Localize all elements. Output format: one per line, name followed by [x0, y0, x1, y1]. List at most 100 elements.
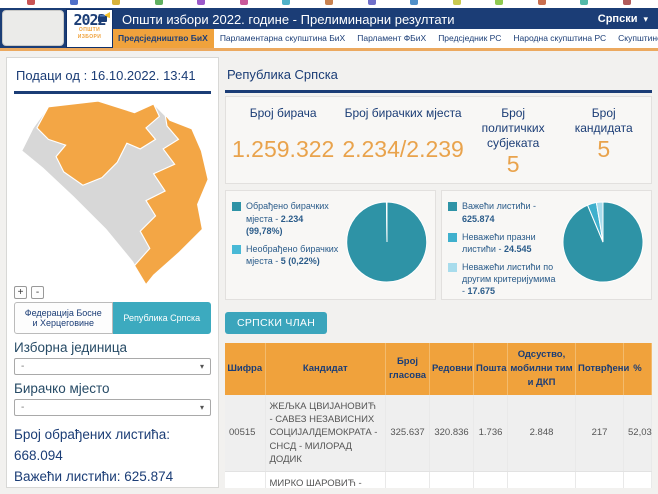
- column-header: Број гласова: [385, 343, 430, 395]
- pie-slice: [385, 201, 388, 243]
- stat-label: Број бирачких мјеста: [344, 106, 462, 120]
- valid-ballots-count: Важећи листићи: 625.874: [14, 468, 174, 484]
- entity-toggle: Федерација Босне и Херцеговине Република…: [14, 302, 211, 334]
- value-cell: 320.836: [429, 394, 474, 473]
- nav-tab[interactable]: Парламент ФБиХ: [357, 33, 427, 43]
- stat-block: Број бирача 1.259.322: [228, 106, 338, 177]
- pie-slice: [595, 201, 604, 243]
- map-region-rs-north[interactable]: [36, 100, 161, 186]
- value-cell: 1.665: [507, 471, 576, 488]
- legend-value: 625.874: [462, 213, 495, 224]
- polling-places-pie-chart: [346, 201, 428, 283]
- favicon-icon[interactable]: [69, 0, 78, 5]
- favicon-icon[interactable]: [367, 0, 376, 5]
- favicon-icon[interactable]: [580, 0, 589, 5]
- bookmarks-strip: [0, 0, 658, 8]
- entity-button-fbih[interactable]: Федерација Босне и Херцеговине: [14, 302, 113, 334]
- electoral-unit-select[interactable]: - ▾: [14, 358, 211, 375]
- legend-item: Неважећи листићи по другим критеријумима…: [448, 261, 557, 297]
- language-label: Српски: [597, 13, 638, 25]
- column-header: Редовни: [429, 343, 474, 395]
- value-cell: 2.848: [507, 394, 576, 473]
- favicon-icon[interactable]: [239, 0, 248, 5]
- map-zoom-out-button[interactable]: -: [31, 286, 44, 299]
- favicon-icon[interactable]: [282, 0, 291, 5]
- legend-swatch: [232, 244, 241, 254]
- nav-tab[interactable]: Предсједник РС: [438, 33, 502, 43]
- stat-value: 5: [597, 136, 611, 162]
- results-table: Шифра Кандидат Број гласова Редовни Пошта Одс…: [225, 343, 652, 488]
- value-cell: 223.283: [385, 471, 430, 488]
- value-cell: 52,03: [623, 394, 652, 473]
- pie-legend: Важећи листићи - 625.874 Неважећи празни …: [448, 200, 561, 299]
- favicon-icon[interactable]: [154, 0, 163, 5]
- column-header: %: [623, 343, 652, 395]
- stat-label: Број кандидата: [574, 106, 633, 135]
- column-header: Одсуство, мобилни тим и ДКП: [507, 343, 576, 395]
- polling-place-label: Бирачко мјесто: [14, 381, 110, 396]
- logo-caption: ОПШТИ ИЗБОРИ: [77, 27, 102, 40]
- header-empty-box: [2, 10, 64, 46]
- polling-place-select[interactable]: - ▾: [14, 399, 211, 416]
- favicon-icon[interactable]: [452, 0, 461, 5]
- language-selector[interactable]: Српски ▾: [598, 13, 648, 25]
- stat-block: Број кандидата 5: [558, 106, 649, 177]
- nav-tab[interactable]: Народна скупштина РС: [513, 33, 607, 43]
- summary-stats: Број бирача 1.259.322 Број бирачких мјеста…: [225, 96, 652, 185]
- electoral-unit-label: Изборна јединица: [14, 340, 128, 355]
- stat-value: 5: [506, 151, 520, 177]
- bosnia-map: [14, 97, 211, 286]
- legend-item: Неважећи празни листићи - 24.545: [448, 231, 557, 255]
- code-cell: 00018: [225, 471, 266, 488]
- ballots-pie-chart: [562, 201, 644, 283]
- legend-label: Неважећи листићи по другим критеријумима…: [462, 262, 556, 297]
- elections-2022-logo[interactable]: 2022 ОПШТИ ИЗБОРИ: [66, 9, 113, 48]
- favicon-icon[interactable]: [537, 0, 546, 5]
- column-header: Потврђени: [575, 343, 629, 395]
- region-title: Република Српска: [225, 57, 652, 93]
- favicon-icon[interactable]: [112, 0, 121, 5]
- chevron-down-icon: ▾: [643, 14, 648, 24]
- chevron-down-icon: ▾: [199, 403, 204, 412]
- entity-button-rs[interactable]: Република Српска: [112, 302, 211, 334]
- page-title: Општи избори 2022. године - Прелиминарни…: [122, 12, 455, 27]
- nav-tab[interactable]: Предсједништво БиХ: [112, 29, 214, 48]
- legend-swatch: [448, 232, 457, 242]
- favicon-icon[interactable]: [495, 0, 504, 5]
- map-zoom-controls: + -: [14, 286, 211, 299]
- nav-tab[interactable]: Скупштине кантона у ФБиХ: [618, 33, 658, 43]
- table-row: 00018МИРКО ШАРОВИЋ - СДС-СРПСКА ДЕМОКРАТ…: [225, 471, 652, 488]
- legend-swatch: [448, 202, 457, 212]
- map-zoom-in-button[interactable]: +: [14, 286, 27, 299]
- logo-year: 2022: [73, 11, 106, 29]
- app-header: 2022 ОПШТИ ИЗБОРИ Општи избори 2022. год…: [0, 8, 658, 48]
- stat-value: 1.259.322: [232, 136, 335, 162]
- value-cell: 220.231: [429, 471, 474, 488]
- sidebar: Подаци од : 16.10.2022. 13:41 + - Федера…: [6, 57, 219, 488]
- favicon-icon[interactable]: [27, 0, 36, 5]
- chevron-down-icon: ▾: [199, 362, 204, 371]
- map-region-rs-east[interactable]: [133, 112, 209, 286]
- legend-item: Необрађено бирачких мјеста - 5 (0,22%): [232, 243, 341, 267]
- value-cell: 325.637: [385, 394, 430, 473]
- favicon-icon[interactable]: [324, 0, 333, 5]
- ballot-box-icon: [98, 12, 110, 22]
- nav-tab[interactable]: Парламентарна скупштина БиХ: [219, 33, 346, 43]
- stat-label: Број политичких субјеката: [481, 106, 545, 150]
- favicon-icon[interactable]: [622, 0, 631, 5]
- header-separator: [0, 48, 658, 51]
- legend-swatch: [232, 202, 241, 212]
- legend-label: Обрађено бирачких мјеста - 2.234 (99,78%…: [246, 201, 329, 236]
- stat-label: Број бирача: [249, 106, 317, 120]
- value-cell: 1.736: [473, 394, 508, 473]
- stat-block: Број политичких субјеката 5: [468, 106, 559, 177]
- legend-value: 2.234 (99,78%): [246, 213, 304, 236]
- favicon-icon[interactable]: [197, 0, 206, 5]
- value-cell: 35,68: [623, 471, 652, 488]
- favicon-icon[interactable]: [410, 0, 419, 5]
- value-cell: 1.289: [473, 471, 508, 488]
- serbian-member-tab-button[interactable]: СРПСКИ ЧЛАН: [225, 312, 328, 335]
- page-content: Подаци од : 16.10.2022. 13:41 + - Федера…: [0, 51, 658, 494]
- table-row: 00515 ЖЕЉКА ЦВИЈАНОВИЋ - САВЕЗ НЕЗАВИСНИХ…: [225, 394, 652, 473]
- polling-place-value: -: [21, 402, 25, 413]
